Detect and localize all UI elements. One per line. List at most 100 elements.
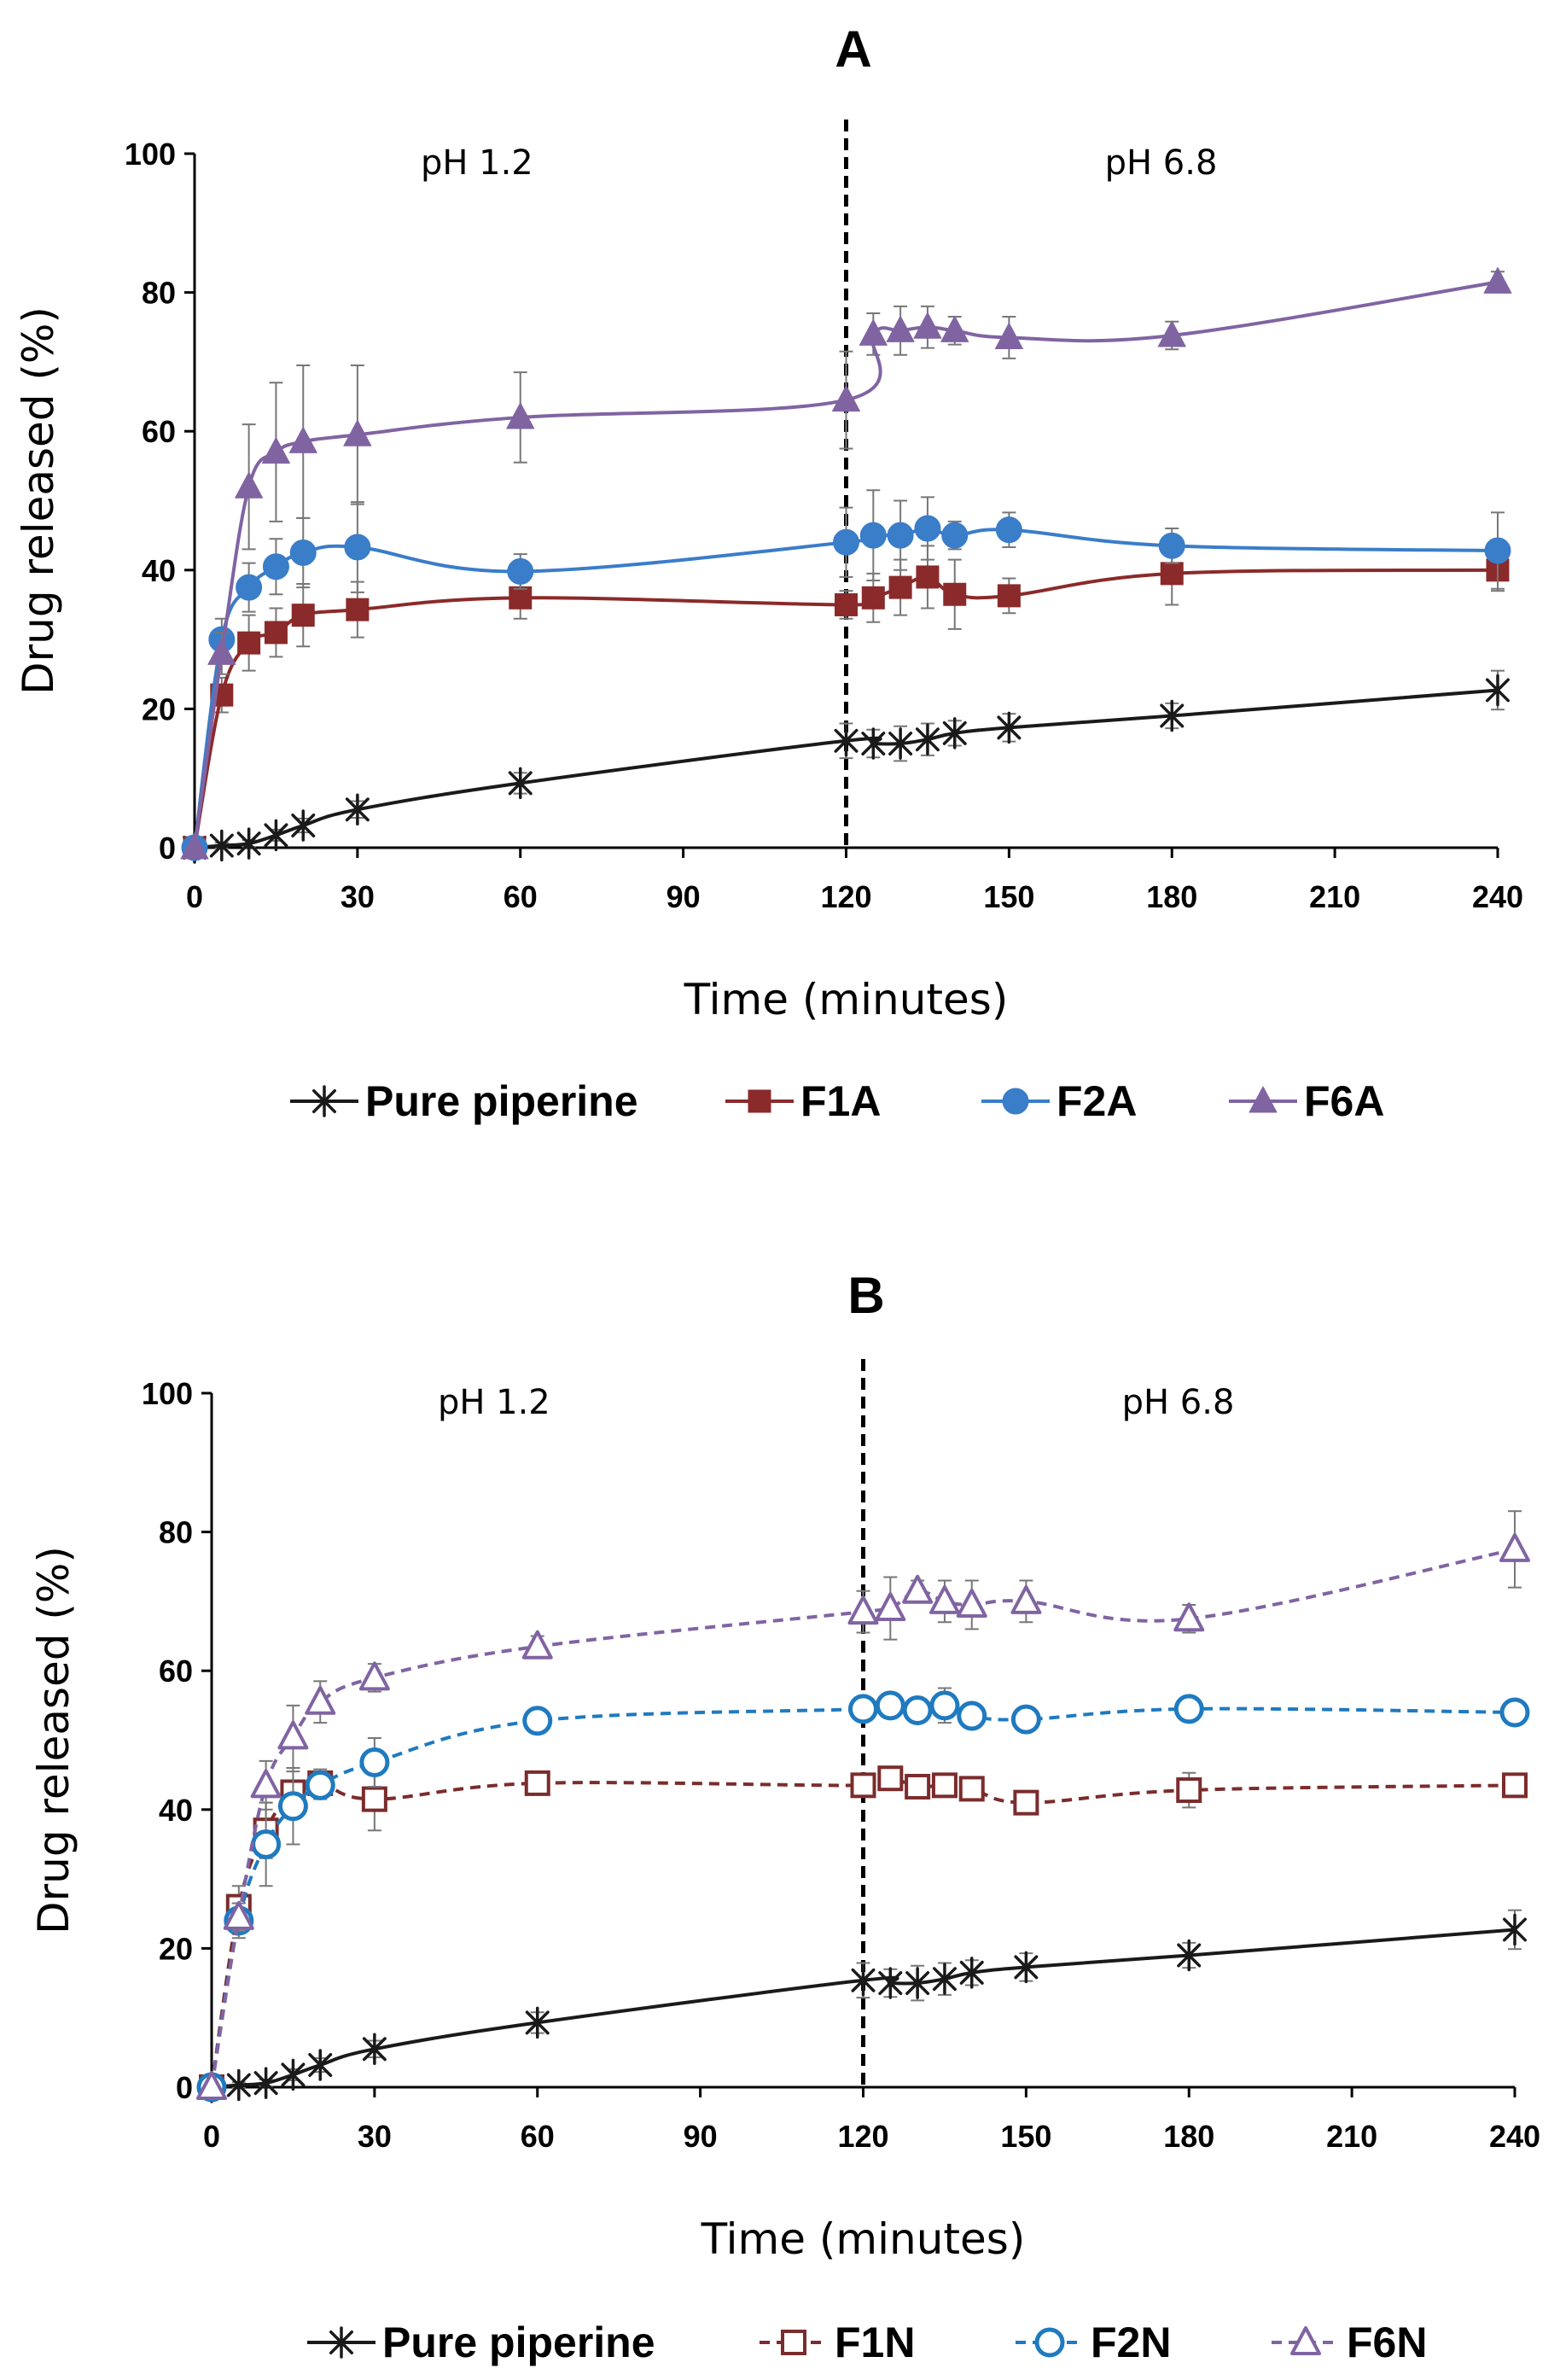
data-point-f2a — [833, 528, 859, 556]
data-point-f1n — [1502, 1772, 1528, 1799]
data-point-f2n — [251, 1829, 282, 1859]
data-point-pure-piperine — [834, 725, 859, 757]
data-point-f6n — [277, 1720, 309, 1750]
legend-marker-f1a — [748, 1089, 771, 1113]
data-point-pure-piperine — [525, 2006, 550, 2039]
x-tick-label: 210 — [1326, 2119, 1377, 2154]
y-tick-label: 40 — [159, 1793, 193, 1828]
data-point-f1a — [997, 584, 1021, 608]
data-point-f2n — [1499, 1697, 1530, 1728]
data-point-f6a — [1157, 320, 1186, 347]
data-point-f1a — [916, 565, 940, 589]
x-tick-label: 210 — [1309, 879, 1360, 914]
data-point-f1n — [361, 1786, 387, 1812]
data-point-f2n — [522, 1706, 553, 1736]
data-point-pure-piperine — [915, 723, 940, 755]
data-point-pure-piperine — [905, 1967, 930, 1999]
data-point-f6a — [235, 471, 264, 499]
data-point-f2a — [887, 522, 914, 549]
x-tick-label: 150 — [983, 879, 1034, 914]
legend-marker-f6a — [1249, 1086, 1278, 1113]
data-point-f2a — [289, 539, 317, 566]
x-tick-label: 60 — [521, 2119, 555, 2154]
data-point-f1a — [291, 604, 315, 627]
data-point-f2n — [305, 1770, 335, 1800]
data-point-pure-piperine — [932, 1963, 957, 1995]
data-point-f1a — [943, 582, 967, 606]
legend-label-f2n: F2N — [1091, 2319, 1171, 2366]
data-point-pure-piperine — [308, 2049, 333, 2081]
x-tick-label: 30 — [358, 2119, 392, 2154]
data-point-f6n — [1499, 1532, 1530, 1562]
series-line-f6n — [210, 1547, 1516, 2088]
data-point-f6a — [994, 322, 1023, 349]
data-point-f6n — [223, 1900, 254, 1930]
data-point-pure-piperine — [861, 727, 886, 760]
data-point-f2a — [859, 522, 887, 549]
data-point-f1a — [1160, 562, 1184, 586]
data-point-f6n — [928, 1584, 960, 1614]
data-point-f6a — [886, 315, 915, 342]
legend: Pure piperine F1A F2A F6A — [290, 1077, 1384, 1125]
y-tick-label: 40 — [142, 553, 176, 588]
legend-item-f1a: F1A — [725, 1077, 881, 1125]
x-tick-label: 30 — [341, 879, 375, 914]
data-point-pure-piperine — [209, 829, 234, 862]
legend-item-f2a: F2A — [981, 1077, 1137, 1125]
x-tick-label: 0 — [203, 2119, 220, 2154]
data-point-f6a — [859, 318, 888, 346]
x-axis-label: Time (minutes) — [701, 2214, 1026, 2264]
data-point-f6n — [196, 2071, 227, 2100]
data-point-f1n — [905, 1773, 931, 1800]
y-tick-label: 0 — [159, 831, 176, 866]
data-point-f1n — [877, 1765, 904, 1792]
x-tick-label: 60 — [504, 879, 538, 914]
ph-annotation-ph-6-8: pH 6.8 — [1105, 143, 1218, 183]
series-f6a — [180, 266, 1512, 860]
x-tick-label: 90 — [684, 2119, 718, 2154]
legend-label-f6n: F6N — [1347, 2319, 1427, 2366]
data-point-f1a — [509, 586, 533, 610]
data-point-f1a — [346, 598, 370, 621]
data-point-pure-piperine — [1486, 674, 1510, 707]
data-point-f2a — [995, 516, 1022, 544]
data-point-f6n — [1173, 1602, 1205, 1632]
data-point-f6n — [521, 1630, 553, 1660]
data-point-pure-piperine — [236, 827, 261, 860]
data-point-f6a — [506, 402, 535, 429]
data-point-pure-piperine — [997, 711, 1022, 744]
legend-label-f1a: F1A — [800, 1077, 881, 1125]
data-point-pure-piperine — [362, 2033, 387, 2066]
data-point-f2n — [929, 1690, 960, 1721]
legend-item-pure-piperine: Pure piperine — [307, 2319, 655, 2366]
data-point-f6n — [847, 1595, 879, 1625]
data-point-pure-piperine — [1503, 1913, 1527, 1946]
data-point-f1a — [861, 586, 885, 610]
data-point-f6a — [261, 437, 290, 464]
y-tick-label: 20 — [159, 1931, 193, 1966]
data-point-f2n — [1173, 1694, 1204, 1724]
x-tick-label: 0 — [186, 879, 203, 914]
series-pure-piperine — [183, 669, 1510, 864]
data-point-f2n — [957, 1700, 987, 1731]
data-point-pure-piperine — [1160, 699, 1185, 732]
y-axis-label: Drug released (%) — [14, 306, 63, 695]
series-f1a — [183, 541, 1510, 860]
data-point-f6a — [343, 419, 372, 446]
data-point-pure-piperine — [1014, 1951, 1039, 1984]
chart-title: B — [847, 1267, 884, 1324]
data-point-f6a — [1483, 266, 1512, 294]
data-point-f6n — [1010, 1584, 1042, 1614]
data-point-f6n — [956, 1588, 987, 1618]
x-tick-label: 240 — [1472, 879, 1523, 914]
y-tick-label: 60 — [142, 414, 176, 449]
legend-item-f1n: F1N — [760, 2319, 915, 2366]
y-tick-label: 80 — [159, 1515, 193, 1550]
data-point-f6n — [305, 1685, 336, 1715]
ph-annotation-ph-6-8: pH 6.8 — [1122, 1383, 1235, 1422]
data-point-pure-piperine — [888, 727, 913, 760]
data-point-f6a — [940, 315, 969, 342]
x-tick-label: 150 — [1000, 2119, 1051, 2154]
x-tick-label: 180 — [1163, 2119, 1214, 2154]
data-point-f2n — [1010, 1704, 1041, 1735]
